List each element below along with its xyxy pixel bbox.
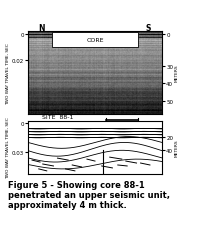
Text: N: N <box>38 24 45 33</box>
Text: Figure 5 - Showing core 88-1
penetrated an upper seismic unit,
approximately 4 m: Figure 5 - Showing core 88-1 penetrated … <box>8 180 170 210</box>
Text: 300: 300 <box>133 123 143 128</box>
Text: 0: 0 <box>104 123 107 128</box>
Y-axis label: METERS: METERS <box>175 65 179 82</box>
Y-axis label: TWO WAY TRAVEL TIME, SEC: TWO WAY TRAVEL TIME, SEC <box>6 117 10 179</box>
Text: CORE: CORE <box>86 38 104 43</box>
Text: SITE  88-1: SITE 88-1 <box>42 115 73 120</box>
Text: m: m <box>119 123 124 128</box>
Y-axis label: METERS: METERS <box>175 139 179 156</box>
Y-axis label: TWO WAY TRAVEL TIME, SEC: TWO WAY TRAVEL TIME, SEC <box>6 42 10 104</box>
Bar <box>52 33 138 47</box>
Text: S: S <box>146 24 151 33</box>
